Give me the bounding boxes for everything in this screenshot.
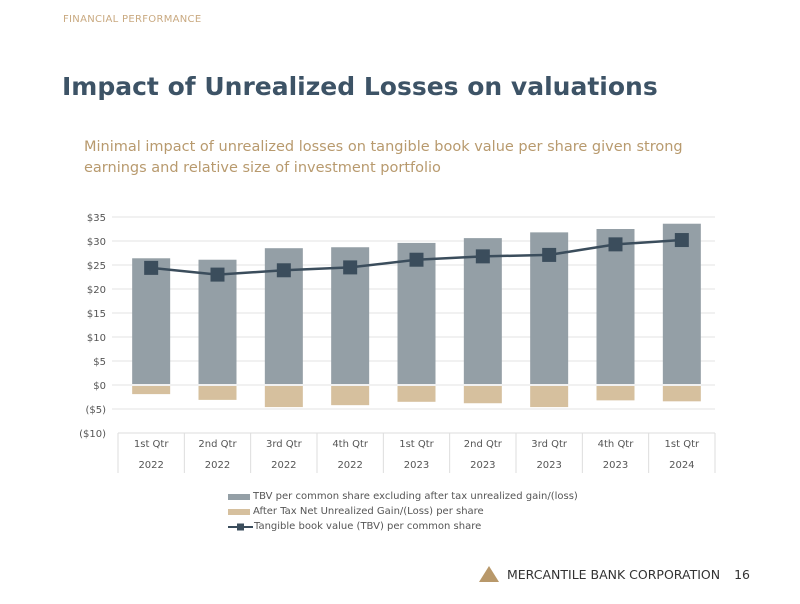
y-tick-label: $15 xyxy=(87,309,106,320)
y-tick-label: $30 xyxy=(87,237,106,248)
bar-tbv-ex xyxy=(596,229,635,384)
bar-unrealized xyxy=(331,386,370,406)
section-kicker: FINANCIAL PERFORMANCE xyxy=(63,14,202,25)
x-tick-label-year: 2022 xyxy=(337,460,362,471)
x-tick-label-year: 2024 xyxy=(669,460,694,471)
chart-legend: TBV per common share excluding after tax… xyxy=(228,489,578,534)
legend-line-marker-icon xyxy=(228,523,253,530)
bar-unrealized xyxy=(132,386,171,395)
x-tick-label: 1st Qtr xyxy=(134,439,169,450)
bar-unrealized xyxy=(530,386,569,408)
bar-unrealized xyxy=(596,386,635,401)
x-tick-label-year: 2023 xyxy=(404,460,429,471)
y-tick-label: $5 xyxy=(93,357,106,368)
line-marker-tbv xyxy=(674,233,689,248)
company-logo-icon xyxy=(479,566,499,582)
bar-tbv-ex xyxy=(662,223,701,384)
y-tick-label: $0 xyxy=(93,381,106,392)
y-tick-label: ($10) xyxy=(79,429,106,440)
line-marker-tbv xyxy=(475,249,490,264)
y-tick-label: ($5) xyxy=(85,405,106,416)
legend-label: After Tax Net Unrealized Gain/(Loss) per… xyxy=(253,506,484,517)
line-marker-tbv xyxy=(542,247,557,262)
line-marker-tbv xyxy=(608,237,623,252)
y-tick-label: $35 xyxy=(87,213,106,224)
bar-unrealized xyxy=(662,386,701,402)
x-tick-label: 4th Qtr xyxy=(332,439,369,450)
y-tick-label: $10 xyxy=(87,333,106,344)
x-tick-label-year: 2022 xyxy=(205,460,230,471)
x-tick-label: 3rd Qtr xyxy=(531,439,568,450)
legend-item-tbv: Tangible book value (TBV) per common sha… xyxy=(228,519,578,534)
page-number: 16 xyxy=(734,566,750,582)
company-name: MERCANTILE BANK CORPORATION xyxy=(507,566,721,582)
legend-item-unrealized: After Tax Net Unrealized Gain/(Loss) per… xyxy=(228,504,578,519)
bar-tbv-ex xyxy=(132,258,171,384)
x-tick-label-year: 2023 xyxy=(470,460,495,471)
bar-unrealized xyxy=(264,386,303,408)
line-marker-tbv xyxy=(343,260,358,275)
legend-swatch xyxy=(228,493,250,500)
legend-item-tbv-ex: TBV per common share excluding after tax… xyxy=(228,489,578,504)
x-tick-label: 3rd Qtr xyxy=(266,439,303,450)
footer: MERCANTILE BANK CORPORATION 16 xyxy=(479,566,750,582)
y-tick-label: $25 xyxy=(87,261,106,272)
x-tick-label-year: 2022 xyxy=(271,460,296,471)
line-marker-tbv xyxy=(409,252,424,267)
legend-label: Tangible book value (TBV) per common sha… xyxy=(254,521,482,532)
x-tick-label-year: 2023 xyxy=(603,460,628,471)
x-tick-label-year: 2023 xyxy=(536,460,561,471)
line-marker-tbv xyxy=(144,260,159,275)
page-subtitle: Minimal impact of unrealized losses on t… xyxy=(84,139,683,176)
line-marker-tbv xyxy=(210,267,225,282)
x-tick-label-year: 2022 xyxy=(138,460,163,471)
x-tick-label: 2nd Qtr xyxy=(464,439,503,450)
bar-unrealized xyxy=(198,386,237,400)
bar-unrealized xyxy=(463,386,502,404)
x-tick-label: 1st Qtr xyxy=(665,439,700,450)
line-marker-tbv xyxy=(276,263,291,278)
legend-label: TBV per common share excluding after tax… xyxy=(253,491,578,502)
page-title: Impact of Unrealized Losses on valuation… xyxy=(62,72,658,101)
legend-swatch xyxy=(228,508,250,515)
y-tick-label: $20 xyxy=(87,285,106,296)
x-tick-label: 1st Qtr xyxy=(399,439,434,450)
x-tick-label: 4th Qtr xyxy=(598,439,635,450)
x-tick-label: 2nd Qtr xyxy=(198,439,237,450)
bar-unrealized xyxy=(397,386,436,402)
